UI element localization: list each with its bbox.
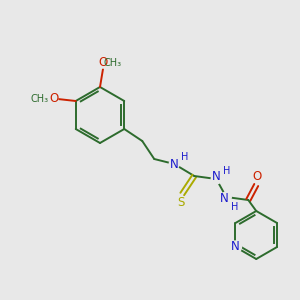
Text: H: H — [181, 152, 188, 162]
Text: O: O — [253, 170, 262, 184]
Text: CH₃: CH₃ — [104, 58, 122, 68]
Text: S: S — [178, 196, 185, 208]
Text: H: H — [223, 166, 230, 176]
Circle shape — [169, 159, 179, 169]
Circle shape — [230, 241, 242, 253]
Circle shape — [221, 192, 231, 202]
Text: O: O — [49, 92, 58, 106]
Text: H: H — [231, 202, 238, 212]
Circle shape — [99, 60, 107, 68]
Circle shape — [253, 175, 261, 183]
Text: N: N — [212, 170, 220, 184]
Circle shape — [177, 196, 185, 204]
Text: N: N — [220, 193, 229, 206]
Text: N: N — [170, 158, 178, 170]
Circle shape — [48, 94, 58, 104]
Text: N: N — [231, 241, 240, 254]
Text: CH₃: CH₃ — [31, 94, 49, 104]
Text: O: O — [98, 56, 108, 70]
Circle shape — [211, 174, 221, 184]
